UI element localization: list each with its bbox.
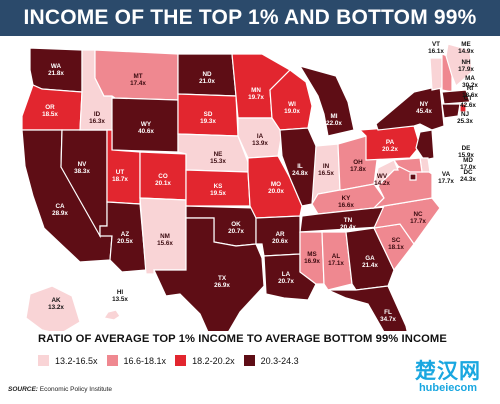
- state-label-id: ID 16.3x: [89, 111, 105, 125]
- state-label-wi: WI 19.0x: [284, 101, 300, 115]
- state-label-dc: DC 24.3x: [460, 169, 476, 183]
- state-fl: [327, 285, 408, 331]
- state-label-ny: NY 45.4x: [416, 101, 432, 115]
- state-label-or: OR 18.5x: [42, 104, 58, 118]
- legend-item-4: 20.3-24.3: [243, 355, 299, 366]
- legend-swatch-1: [38, 355, 49, 366]
- page-title: INCOME OF THE TOP 1% AND BOTTOM 99%: [23, 6, 477, 29]
- legend-title: RATIO OF AVERAGE TOP 1% INCOME TO AVERAG…: [38, 333, 447, 345]
- legend-swatch-2: [106, 355, 118, 366]
- state-label-az: AZ 20.5x: [117, 231, 133, 245]
- state-me: [445, 43, 473, 88]
- state-label-ia: IA 13.9x: [252, 133, 268, 147]
- state-label-nj: NJ 25.3x: [457, 111, 473, 125]
- legend-swatch-3: [175, 355, 187, 366]
- state-wv: [373, 159, 399, 187]
- state-label-nd: ND 21.0x: [199, 71, 215, 85]
- state-label-pa: PA 20.2x: [382, 139, 398, 153]
- state-label-vt: VT 16.1x: [428, 41, 444, 55]
- state-nj: [415, 129, 435, 161]
- state-label-hi: HI 13.5x: [112, 289, 128, 303]
- state-hi: [103, 309, 121, 321]
- state-label-tn: TN 20.4x: [340, 217, 356, 231]
- state-label-wa: WA 21.8x: [48, 63, 64, 77]
- state-label-ak: AK 13.2x: [48, 297, 64, 311]
- state-label-ct: CT 42.6x: [460, 95, 476, 109]
- state-label-oh: OH 17.8x: [350, 159, 366, 173]
- state-label-nm: NM 15.6x: [157, 233, 173, 247]
- source-text: Economic Policy Institute: [39, 386, 113, 393]
- state-ct: [441, 103, 461, 119]
- source-note: SOURCE: Economic Policy Institute: [8, 386, 112, 393]
- legend: 13.2-16.5x 16.6-18.1x 18.2-20.2x 20.3-24…: [38, 355, 308, 366]
- state-label-mi: MI 22.0x: [326, 113, 342, 127]
- us-choropleth-map: WA 21.8x OR 18.5x CA 28.9x NV 38.3x ID 16.3x MT 17.…: [21, 41, 478, 331]
- state-label-fl: FL 34.7x: [380, 309, 396, 323]
- state-label-ga: GA 21.4x: [362, 255, 378, 269]
- state-wi: [269, 69, 313, 131]
- state-label-la: LA 20.7x: [278, 271, 294, 285]
- state-label-sc: SC 18.1x: [388, 237, 404, 251]
- state-label-nv: NV 38.3x: [74, 161, 90, 175]
- state-label-me: ME 14.9x: [458, 41, 474, 55]
- legend-label-1: 13.2-16.5x: [55, 355, 98, 366]
- legend-swatch-4: [243, 355, 255, 366]
- state-label-wy: WY 40.6x: [138, 121, 154, 135]
- legend-label-4: 20.3-24.3: [260, 355, 299, 366]
- state-md: [392, 157, 423, 173]
- state-tx: [153, 217, 265, 331]
- state-ma: [441, 89, 471, 105]
- state-ak: [25, 285, 81, 331]
- state-label-il: IL 24.8x: [292, 163, 308, 177]
- watermark-english: hubeiecom: [418, 382, 478, 394]
- state-label-wv: WV 14.2x: [374, 173, 390, 187]
- state-label-mo: MO 20.0x: [268, 181, 284, 195]
- title-banner: INCOME OF THE TOP 1% AND BOTTOM 99%: [0, 0, 500, 36]
- state-dc: [409, 173, 417, 181]
- state-label-ca: CA 28.9x: [52, 203, 68, 217]
- legend-label-3: 18.2-20.2x: [192, 355, 235, 366]
- state-label-md: MD 17.0x: [460, 157, 476, 171]
- legend-item-2: 16.6-18.1x: [106, 355, 167, 366]
- state-label-de: DE 15.9x: [458, 145, 474, 159]
- state-vt: [429, 57, 443, 91]
- state-label-va: VA 17.7x: [438, 171, 454, 185]
- state-label-nh: NH 17.9x: [458, 59, 474, 73]
- state-label-tx: TX 26.9x: [214, 275, 230, 289]
- state-label-al: AL 17.1x: [328, 253, 344, 267]
- state-mi: [298, 65, 355, 137]
- state-label-ut: UT 18.7x: [112, 169, 128, 183]
- state-label-ma: MA 30.2x: [462, 75, 478, 89]
- legend-item-3: 18.2-20.2x: [175, 355, 235, 366]
- state-label-mn: MN 19.7x: [248, 87, 264, 101]
- legend-label-2: 16.6-18.1x: [123, 355, 167, 366]
- state-label-co: CO 20.1x: [155, 173, 171, 187]
- watermark-logo: 楚汉网 hubeiecom: [402, 360, 494, 394]
- state-label-ok: OK 20.7x: [228, 221, 244, 235]
- state-label-ky: KY 16.6x: [338, 195, 354, 209]
- source-label: SOURCE:: [8, 386, 38, 393]
- state-ri: [459, 103, 467, 113]
- state-label-ms: MS 16.9x: [304, 251, 320, 265]
- state-label-sd: SD 19.3x: [200, 111, 216, 125]
- state-label-in: IN 16.5x: [318, 163, 334, 177]
- state-label-ks: KS 19.5x: [210, 183, 226, 197]
- watermark-chinese: 楚汉网: [415, 359, 481, 383]
- state-al: [321, 231, 353, 291]
- state-label-ri: RI 18.6x: [462, 85, 478, 99]
- state-label-nc: NC 17.7x: [410, 211, 426, 225]
- state-label-mt: MT 17.4x: [130, 73, 146, 87]
- state-label-ar: AR 20.6x: [272, 231, 288, 245]
- state-label-ne: NE 15.3x: [210, 151, 226, 165]
- legend-item-1: 13.2-16.5x: [38, 355, 98, 366]
- state-ny: [375, 85, 445, 131]
